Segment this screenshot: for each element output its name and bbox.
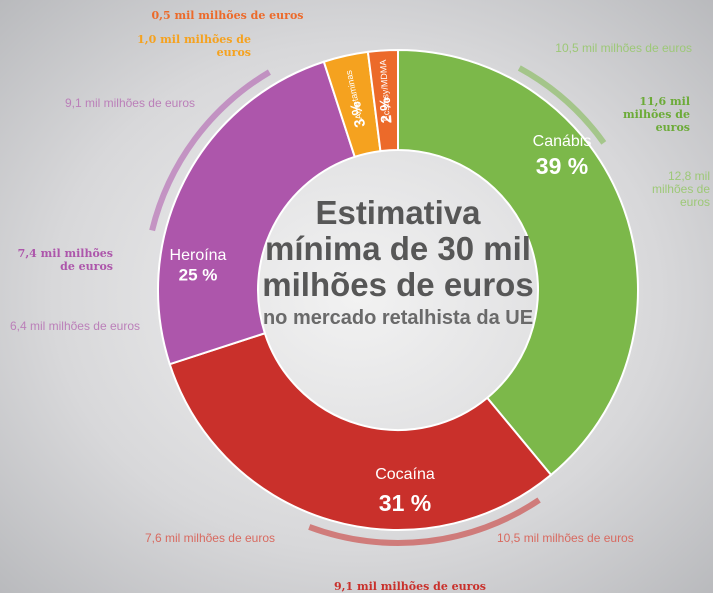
segment-value: 2 % [377, 97, 396, 124]
range-label: 10,5 mil milhões de euros [555, 41, 692, 55]
chart-title: Estimativa mínima de 30 mil milhões de e… [262, 194, 534, 303]
range-label: 12,8 mil milhões de euros [651, 169, 710, 209]
segment-value: 3 % [347, 100, 369, 129]
donut-segment [156, 60, 356, 366]
range-label: 9,1 mil milhões de euros [334, 580, 486, 593]
range-label: 11,6 mil milhões de euros [622, 95, 690, 134]
range-label: 6,4 mil milhões de euros [9, 319, 140, 333]
donut-segment [397, 48, 639, 477]
segment-name: Cocaína [375, 466, 435, 483]
range-label: 1,0 mil milhões de euros [137, 33, 251, 59]
range-label: 7,4 mil milhões de euros [17, 247, 113, 273]
donut-segment [168, 332, 553, 531]
range-label: 9,1 mil milhões de euros [64, 96, 195, 110]
range-label: 0,5 mil milhões de euros [151, 9, 304, 22]
segment-value: 31 % [379, 490, 431, 516]
range-arc [308, 497, 541, 546]
segment-name: Heroína [170, 247, 227, 264]
segment-value: 25 % [179, 265, 218, 284]
segment-value: 39 % [536, 153, 588, 179]
segment-name: Ecstasy/MDMA [378, 59, 392, 121]
segment-name: Canábis [533, 133, 592, 150]
range-arc [517, 65, 607, 145]
range-label: 10,5 mil milhões de euros [497, 531, 634, 545]
chart-subtitle: no mercado retalhista da UE [262, 307, 534, 329]
center-text: Estimativa mínima de 30 mil milhões de e… [258, 195, 538, 331]
donut-segment [366, 48, 399, 153]
range-label: 7,6 mil milhões de euros [144, 531, 275, 545]
